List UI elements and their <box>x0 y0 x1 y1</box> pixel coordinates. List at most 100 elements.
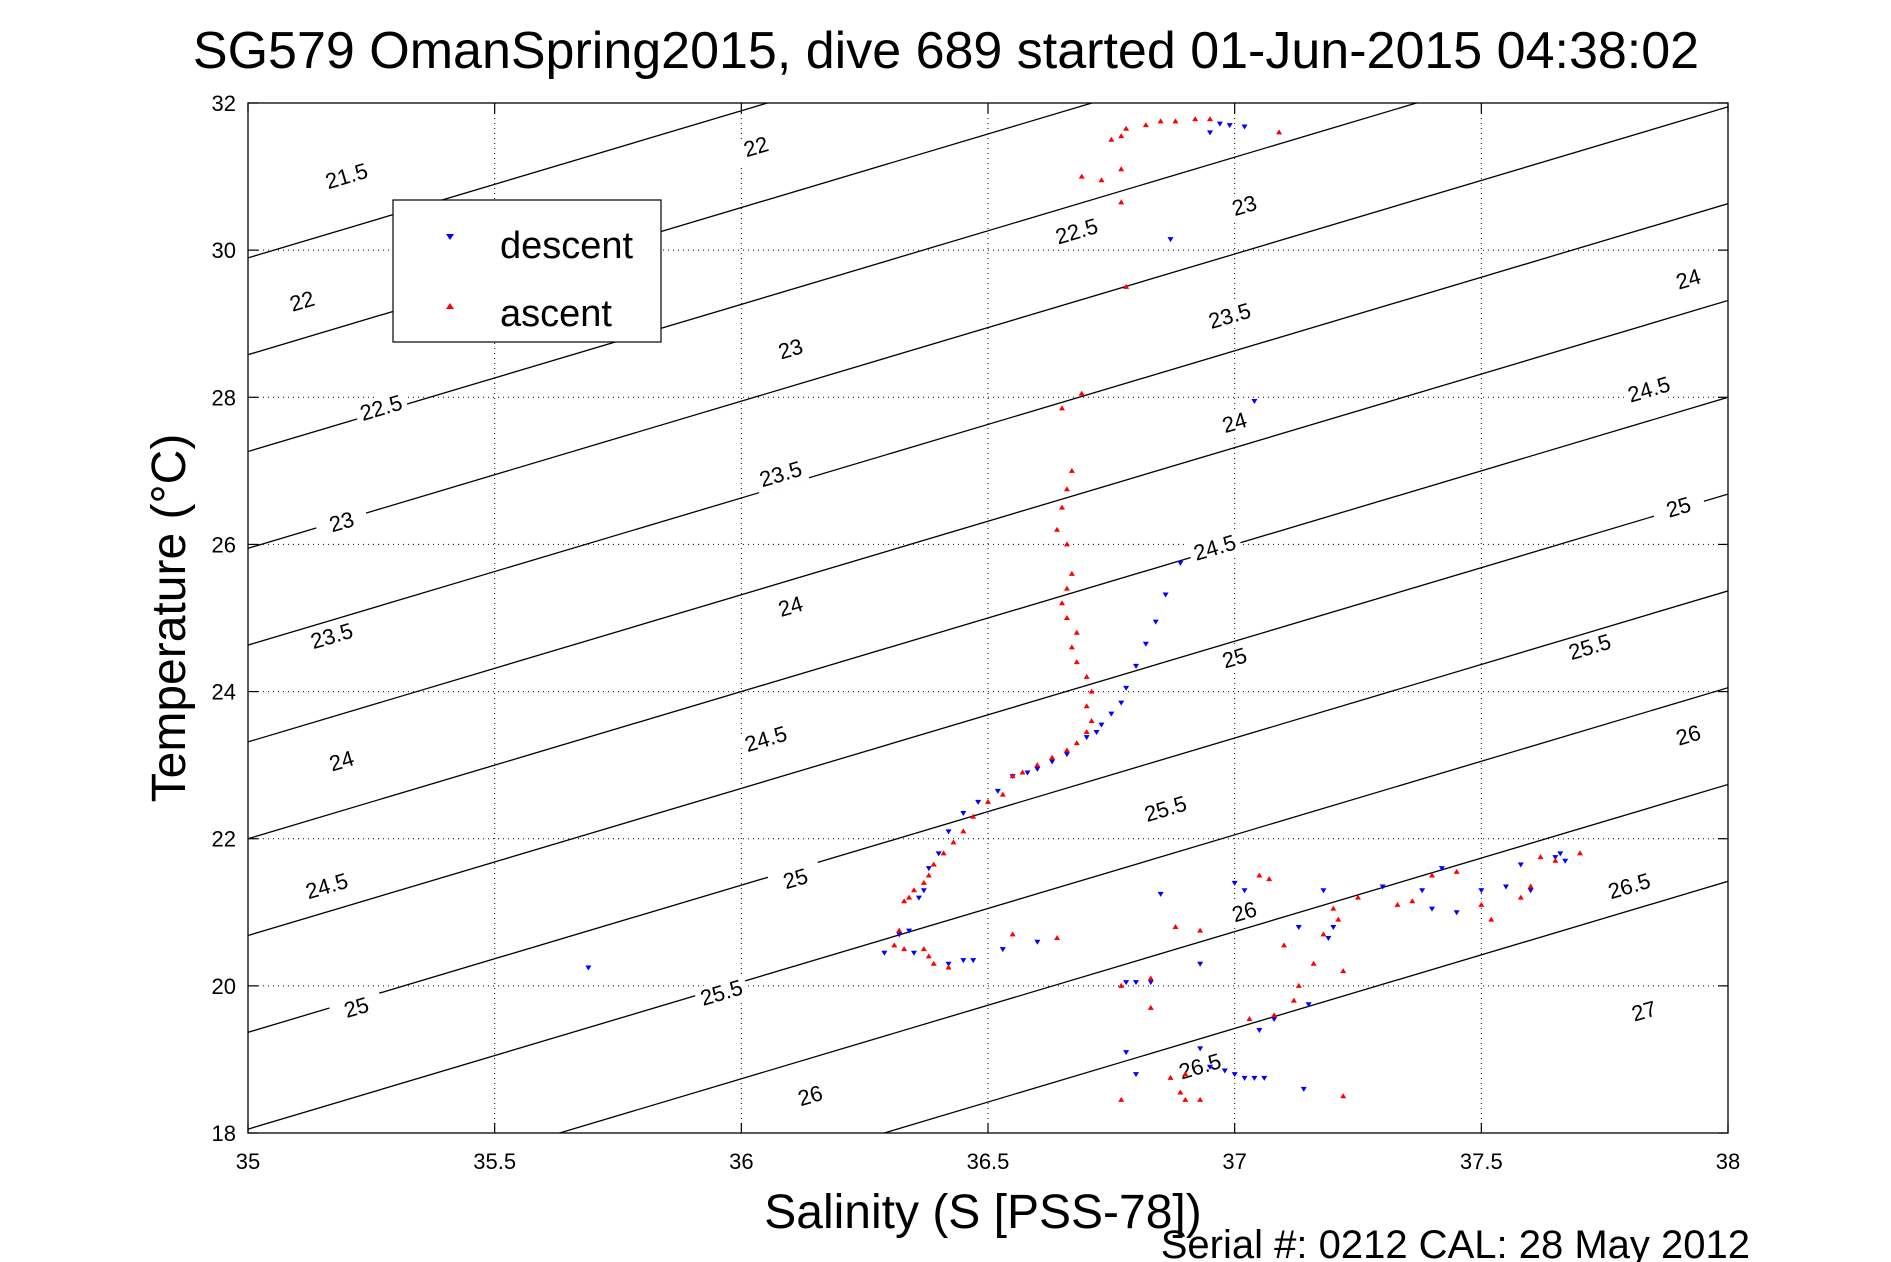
y-tick-label: 32 <box>212 91 236 116</box>
x-tick-label: 35 <box>236 1149 260 1174</box>
point-ascent <box>1063 747 1070 753</box>
point-ascent <box>1073 629 1080 635</box>
point-ascent <box>1019 769 1026 775</box>
point-ascent <box>1537 854 1544 860</box>
point-descent <box>945 829 952 835</box>
point-descent <box>1503 884 1509 890</box>
point-ascent <box>1108 136 1115 142</box>
isopycnal-label: 25 <box>1650 488 1708 527</box>
point-descent <box>1133 1072 1139 1078</box>
point-ascent <box>1276 129 1283 135</box>
point-descent <box>1034 939 1041 945</box>
point-ascent <box>1123 283 1130 289</box>
point-ascent <box>1034 762 1041 768</box>
isopycnal-line <box>557 783 1728 1133</box>
chart-title: SG579 OmanSpring2015, dive 689 started 0… <box>193 22 1699 80</box>
y-tick-label: 24 <box>212 680 236 705</box>
x-tick-label: 37.5 <box>1460 1149 1503 1174</box>
point-ascent <box>1078 390 1085 396</box>
point-ascent <box>1054 526 1061 532</box>
point-descent <box>1133 980 1139 986</box>
point-descent <box>896 932 903 938</box>
legend-marker-ascent <box>446 303 454 309</box>
point-descent <box>999 947 1006 953</box>
point-ascent <box>945 964 952 970</box>
point-descent <box>1419 888 1426 894</box>
x-tick-label: 38 <box>1716 1149 1740 1174</box>
point-ascent <box>985 798 991 804</box>
point-ascent <box>1527 883 1534 889</box>
point-descent <box>1093 730 1100 736</box>
point-descent <box>1207 130 1213 136</box>
point-descent <box>970 958 977 964</box>
point-descent <box>1221 1068 1228 1074</box>
point-descent <box>1271 1016 1278 1022</box>
point-ascent <box>1063 585 1070 591</box>
point-descent <box>1241 124 1248 130</box>
point-descent <box>1557 851 1564 857</box>
point-ascent <box>1157 118 1164 124</box>
point-descent <box>1256 1028 1263 1033</box>
point-descent <box>1197 961 1204 967</box>
legend-label-ascent: ascent <box>500 293 612 335</box>
point-ascent <box>1083 703 1090 709</box>
x-tick-label: 35.5 <box>473 1149 516 1174</box>
point-ascent <box>1142 122 1149 128</box>
point-ascent <box>1068 644 1075 650</box>
point-descent <box>1197 1046 1204 1052</box>
point-descent <box>1098 722 1105 728</box>
point-descent <box>1251 1075 1258 1081</box>
point-descent <box>945 961 952 967</box>
point-ascent <box>1063 615 1070 620</box>
point-descent <box>1241 1075 1248 1081</box>
point-ascent <box>960 828 967 834</box>
point-ascent <box>1192 116 1199 122</box>
point-descent <box>1133 663 1139 669</box>
point-ascent <box>920 946 927 952</box>
point-ascent <box>1118 199 1125 205</box>
point-ascent <box>1054 935 1061 941</box>
point-descent <box>1295 925 1302 930</box>
point-ascent <box>1478 901 1485 907</box>
x-tick-label: 36 <box>729 1149 753 1174</box>
point-descent <box>1251 398 1258 404</box>
point-ascent <box>911 887 917 893</box>
point-descent <box>915 895 922 901</box>
isopycnal-line <box>248 103 1419 453</box>
point-descent <box>1305 1002 1312 1008</box>
legend-label-descent: descent <box>500 225 634 267</box>
isopycnal-label: 24 <box>1660 260 1717 299</box>
point-descent <box>881 950 888 956</box>
y-tick-label: 26 <box>212 532 236 557</box>
point-descent <box>1527 888 1534 894</box>
point-descent <box>1552 855 1559 861</box>
point-ascent <box>1118 1096 1125 1102</box>
point-ascent <box>1552 857 1559 863</box>
point-descent <box>1379 884 1386 890</box>
point-descent <box>1123 980 1130 986</box>
y-tick-label: 18 <box>212 1121 236 1146</box>
point-ascent <box>1577 850 1583 856</box>
point-ascent <box>1083 673 1090 679</box>
legend-box <box>392 199 662 343</box>
point-descent <box>1123 685 1130 691</box>
isopycnal-line <box>248 103 770 259</box>
point-ascent <box>1088 688 1095 694</box>
point-descent <box>1231 880 1238 886</box>
point-descent <box>1167 237 1174 243</box>
point-ascent <box>930 861 937 867</box>
point-descent <box>935 851 942 857</box>
point-descent <box>585 965 592 971</box>
point-ascent <box>1049 754 1056 760</box>
point-ascent <box>1063 486 1070 492</box>
point-ascent <box>1172 118 1179 124</box>
axis-ticks: 35 35.5 36 36.5 37 37.5 38 18 20 22 24 26 28 30 32 <box>212 91 1741 1174</box>
point-ascent <box>1118 982 1125 988</box>
point-descent <box>1453 910 1460 916</box>
point-descent <box>1438 866 1445 872</box>
point-descent <box>1300 1086 1307 1092</box>
point-ascent <box>1517 894 1524 900</box>
point-descent <box>1123 1050 1130 1056</box>
point-ascent <box>1059 600 1065 606</box>
point-ascent <box>1310 960 1317 966</box>
